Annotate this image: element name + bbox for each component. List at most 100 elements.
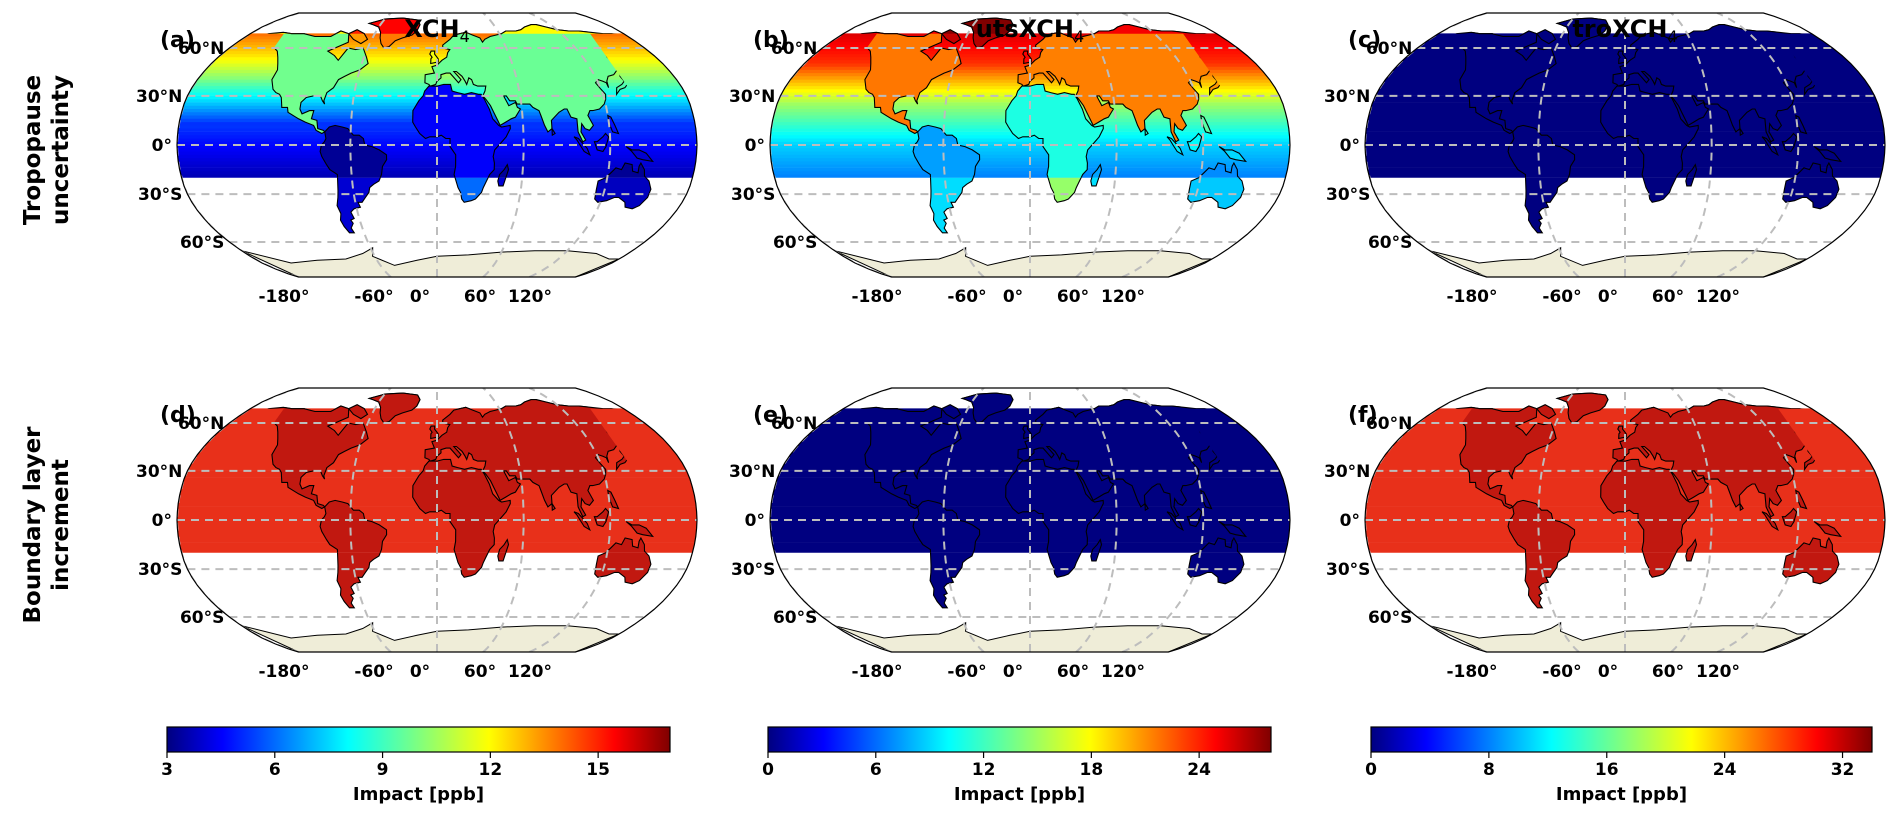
gridline-lon	[349, 13, 392, 277]
data-band	[1366, 539, 1884, 543]
colorbar	[767, 726, 1272, 758]
column-title: utsXCH4	[976, 15, 1084, 46]
lon-tick-label: -180°	[258, 662, 309, 682]
gridline-lon	[482, 13, 525, 277]
data-band	[1365, 529, 1885, 534]
land-antarctica	[241, 621, 620, 652]
land-sumatra	[1166, 511, 1184, 532]
lat-tick-label: 30°S	[731, 560, 775, 580]
lon-tick-label: 0°	[410, 662, 430, 682]
lon-tick-label: -60°	[354, 287, 393, 307]
map-outline	[176, 12, 698, 278]
colorbar-tick-label: 24	[1187, 760, 1211, 780]
lon-tick-label: -60°	[947, 287, 986, 307]
land-sumatra	[573, 511, 591, 532]
data-band	[177, 526, 697, 530]
gridlines	[770, 388, 1290, 652]
lon-tick-label: 120°	[508, 662, 552, 682]
land-borneo	[1781, 507, 1798, 528]
lat-tick-label: 60°S	[1368, 233, 1412, 253]
lon-tick-label: -60°	[947, 662, 986, 682]
colorbar-tick-label: 0	[762, 760, 774, 780]
data-band	[770, 513, 1290, 517]
land-borneo	[1186, 132, 1203, 153]
row-label: Boundary layer increment	[20, 426, 74, 624]
gridline-lon	[942, 388, 985, 652]
land-newGuinea	[1218, 146, 1248, 163]
gridline-lon	[1121, 13, 1205, 277]
map-panel	[769, 12, 1291, 278]
lon-tick-label: 0°	[1003, 662, 1023, 682]
land-newGuinea	[1218, 521, 1248, 538]
land-sriLanka	[551, 501, 556, 512]
land-southAmerica	[319, 499, 388, 553]
lon-tick-label: 60°	[1652, 662, 1684, 682]
gridline-lon	[1075, 388, 1118, 652]
land-sumatra	[1761, 136, 1779, 157]
lat-tick-label: 0°	[1340, 511, 1360, 531]
gridline-lon	[1670, 388, 1713, 652]
gridline-lon	[942, 13, 985, 277]
land-sriLanka	[551, 126, 556, 137]
gridline-lon	[1075, 13, 1118, 277]
land-southAmerica	[319, 124, 388, 178]
data-band	[1367, 167, 1883, 172]
lat-tick-label: 60°S	[773, 233, 817, 253]
lon-tick-label: -180°	[258, 287, 309, 307]
lat-tick-label: 30°N	[1324, 462, 1370, 482]
lat-tick-label: 30°N	[136, 87, 182, 107]
map-outline	[1364, 12, 1886, 278]
data-band	[179, 167, 695, 172]
gridlines	[770, 13, 1290, 277]
panel-letter: (f)	[1348, 403, 1378, 428]
land-africa	[1005, 458, 1104, 553]
panel-letter: (c)	[1348, 28, 1381, 53]
land-sumatra	[573, 136, 591, 157]
land-antarctica	[834, 246, 1213, 277]
lat-tick-label: 60°N	[771, 414, 817, 434]
land-sriLanka	[1739, 126, 1744, 137]
land-northAmerica	[832, 405, 962, 510]
data-band	[1365, 526, 1885, 530]
land-northAmerica	[1427, 405, 1557, 510]
colorbar-gradient	[1370, 726, 1873, 753]
land-southAmerica	[912, 499, 981, 553]
lat-tick-label: 60°N	[1366, 39, 1412, 59]
gridline-lon	[528, 388, 612, 652]
land-antarctica	[1429, 246, 1808, 277]
gridline-lon	[1121, 388, 1205, 652]
land-australia	[594, 536, 652, 553]
lat-tick-label: 60°N	[178, 414, 224, 434]
data-band	[1365, 154, 1885, 159]
data-band	[1365, 138, 1885, 142]
lat-tick-label: 0°	[745, 136, 765, 156]
gridline-lon	[1537, 388, 1580, 652]
land-africa	[1600, 458, 1699, 553]
map-panel	[176, 387, 698, 653]
lon-tick-label: 0°	[1598, 287, 1618, 307]
colorbar-tick-label: 6	[269, 760, 281, 780]
lon-tick-label: 120°	[1101, 662, 1145, 682]
colorbar-tick-label: 24	[1713, 760, 1737, 780]
panel-letter: (e)	[753, 403, 788, 428]
data-band	[178, 539, 696, 543]
land-newZealand	[652, 576, 676, 595]
lat-tick-label: 0°	[1340, 136, 1360, 156]
lon-tick-label: 120°	[1696, 287, 1740, 307]
land-newGuinea	[1813, 521, 1843, 538]
land-southAmerica	[1507, 499, 1576, 553]
row-label: Tropopause uncertainty	[20, 75, 74, 225]
data-band	[179, 542, 695, 547]
land-newZealand	[1245, 201, 1269, 220]
land-sumatra	[1761, 511, 1779, 532]
colorbar-gradient	[166, 726, 671, 753]
lon-tick-label: -180°	[851, 662, 902, 682]
lat-tick-label: 0°	[152, 136, 172, 156]
land-newZealand	[1840, 576, 1864, 595]
land-newZealand	[1840, 201, 1864, 220]
data-band	[1366, 164, 1884, 168]
land-northAmerica	[832, 30, 962, 135]
land-borneo	[1781, 132, 1798, 153]
lat-tick-label: 60°N	[1366, 414, 1412, 434]
